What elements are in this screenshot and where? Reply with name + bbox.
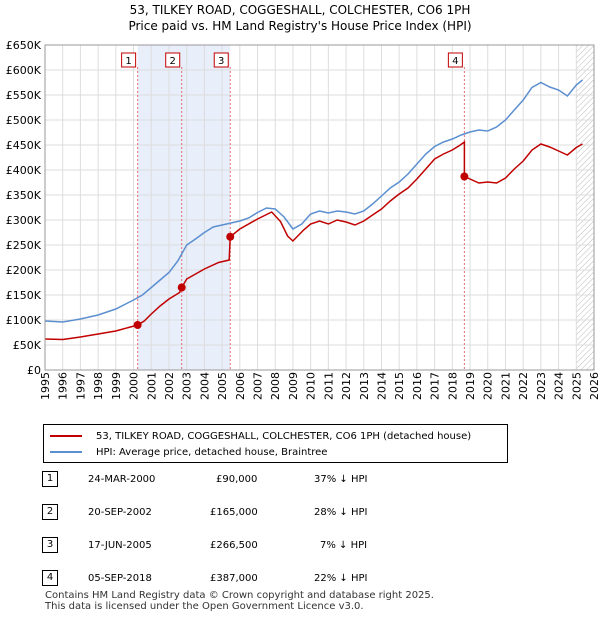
sale-marker-label: 2	[170, 56, 176, 67]
footer-copyright: Contains HM Land Registry data © Crown c…	[45, 590, 434, 601]
y-tick-label: £450K	[6, 139, 42, 152]
x-tick-label: 2018	[446, 372, 459, 400]
y-tick-label: £600K	[6, 64, 42, 77]
x-tick-label: 1998	[92, 372, 105, 400]
footer-licence: This data is licensed under the Open Gov…	[45, 601, 364, 612]
chart-title: 53, TILKEY ROAD, COGGESHALL, COLCHESTER,…	[129, 3, 471, 17]
x-tick-label: 2023	[535, 372, 548, 400]
sale-hpi: 22% ↓ HPI	[314, 573, 368, 584]
projection-hatch	[576, 45, 594, 370]
chart-subtitle: Price paid vs. HM Land Registry's House …	[128, 19, 472, 33]
sale-date: 20-SEP-2002	[88, 507, 152, 518]
x-tick-label: 2009	[287, 372, 300, 400]
x-tick-label: 2001	[145, 372, 158, 400]
legend-item-property: 53, TILKEY ROAD, COGGESHALL, COLCHESTER,…	[44, 428, 471, 444]
x-tick-label: 2012	[340, 372, 353, 400]
x-tick-label: 2007	[252, 372, 265, 400]
x-tick-label: 2005	[216, 372, 229, 400]
x-tick-label: 2011	[322, 372, 335, 400]
x-tick-label: 2021	[499, 372, 512, 400]
sale-marker-box	[213, 52, 229, 68]
x-tick-label: 2008	[269, 372, 282, 400]
sale-point	[133, 321, 142, 329]
sale-row: 1 24-MAR-2000 £90,000 37% ↓ HPI	[0, 470, 600, 490]
hpi-line	[44, 79, 583, 323]
x-tick-label: 1997	[74, 372, 87, 400]
sale-marker-box	[121, 52, 137, 68]
sale-marker-label: 4	[452, 56, 458, 67]
sale-hpi: 37% ↓ HPI	[314, 474, 368, 485]
y-tick-label: £0	[27, 364, 41, 377]
x-tick-label: 2020	[482, 372, 495, 400]
sale-price: £266,500	[210, 540, 258, 551]
shaded-range	[137, 45, 231, 370]
y-tick-label: £650K	[6, 39, 42, 52]
y-tick-label: £300K	[6, 214, 42, 227]
sale-number: 4	[42, 570, 58, 586]
x-tick-label: 1995	[39, 372, 52, 400]
x-tick-label: 2004	[198, 372, 211, 400]
sale-price: £90,000	[216, 474, 258, 485]
legend-label-property: 53, TILKEY ROAD, COGGESHALL, COLCHESTER,…	[96, 430, 472, 442]
sale-row: 2 20-SEP-2002 £165,000 28% ↓ HPI	[0, 503, 600, 523]
sale-marker-label: 3	[218, 56, 224, 67]
sale-number: 2	[42, 504, 58, 520]
sale-row: 4 05-SEP-2018 £387,000 22% ↓ HPI	[0, 569, 600, 589]
y-tick-label: £400K	[6, 164, 42, 177]
sale-price: £387,000	[210, 573, 258, 584]
x-tick-label: 2013	[358, 372, 371, 400]
sale-number: 1	[42, 471, 58, 487]
sale-point	[177, 283, 186, 292]
y-tick-label: £550K	[6, 89, 42, 102]
plot-border	[44, 44, 595, 371]
sale-date: 17-JUN-2005	[88, 540, 152, 551]
x-tick-label: 2017	[429, 372, 442, 400]
x-tick-label: 2003	[181, 372, 194, 400]
footer: Contains HM Land Registry data © Crown c…	[45, 590, 434, 612]
x-tick-label: 2002	[163, 372, 176, 400]
x-tick-label: 2010	[305, 372, 318, 400]
sale-date: 05-SEP-2018	[88, 573, 152, 584]
y-tick-label: £150K	[6, 289, 42, 302]
y-tick-label: £50K	[13, 339, 42, 352]
x-tick-label: 2014	[375, 372, 388, 400]
x-tick-label: 2000	[128, 372, 141, 400]
y-tick-label: £100K	[6, 314, 42, 327]
sale-hpi: 28% ↓ HPI	[314, 507, 368, 518]
y-tick-label: £350K	[6, 189, 42, 202]
sale-point	[460, 172, 469, 181]
plot-area	[45, 45, 594, 370]
x-tick-label: 2026	[588, 372, 600, 400]
x-tick-label: 2016	[411, 372, 424, 400]
x-tick-label: 2025	[570, 372, 583, 400]
y-tick-label: £250K	[6, 239, 42, 252]
x-tick-label: 2006	[234, 372, 247, 400]
y-tick-label: £500K	[6, 114, 42, 127]
sale-marker-box	[447, 52, 463, 68]
sale-point	[226, 232, 235, 241]
sale-row: 3 17-JUN-2005 £266,500 7% ↓ HPI	[0, 536, 600, 556]
x-tick-label: 2024	[553, 372, 566, 400]
legend-swatch-property	[50, 435, 82, 437]
x-tick-label: 1999	[110, 372, 123, 400]
sale-hpi: 7% ↓ HPI	[320, 540, 368, 551]
legend-swatch-hpi	[50, 451, 82, 453]
price-chart: 1 2 3 4 £0 £50K £100K £150K £200K £250K £300K £350K…	[6, 39, 600, 400]
sale-date: 24-MAR-2000	[88, 474, 156, 485]
x-tick-label: 2019	[464, 372, 477, 400]
x-tick-label: 2022	[517, 372, 530, 400]
sale-number: 3	[42, 537, 58, 553]
sale-marker-box	[165, 52, 181, 68]
y-tick-label: £200K	[6, 264, 42, 277]
legend-label-hpi: HPI: Average price, detached house, Brai…	[96, 446, 328, 458]
x-tick-label: 1996	[57, 372, 70, 400]
sale-marker-label: 1	[125, 56, 131, 67]
property-line	[44, 140, 583, 341]
legend: 53, TILKEY ROAD, COGGESHALL, COLCHESTER,…	[43, 424, 508, 463]
x-tick-label: 2015	[393, 372, 406, 400]
sale-price: £165,000	[210, 507, 258, 518]
legend-item-hpi: HPI: Average price, detached house, Brai…	[44, 444, 327, 460]
